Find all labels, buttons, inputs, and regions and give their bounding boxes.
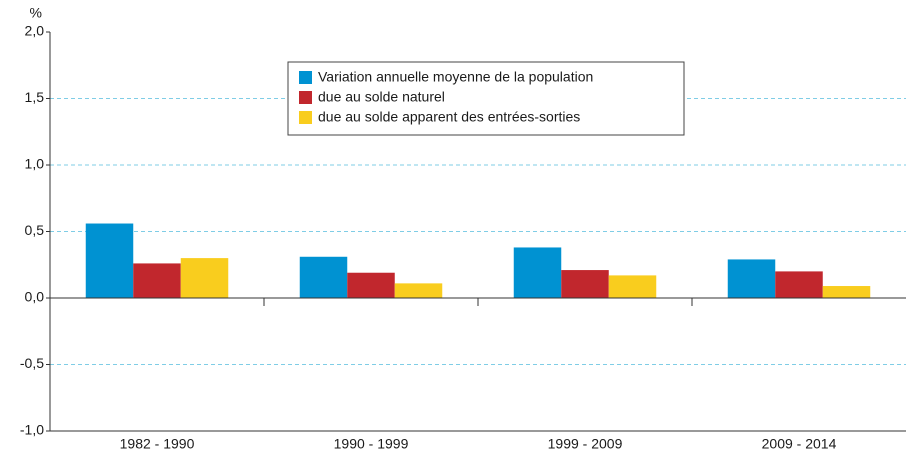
bar xyxy=(347,272,395,298)
legend-swatch xyxy=(299,91,312,104)
legend-swatch xyxy=(299,71,312,84)
bar xyxy=(513,247,562,298)
legend-label: due au solde apparent des entrées-sortie… xyxy=(318,109,580,125)
y-tick-label: 1,5 xyxy=(25,89,45,105)
y-tick-label: 0,0 xyxy=(25,289,45,305)
y-axis-unit: % xyxy=(30,5,42,21)
legend-label: Variation annuelle moyenne de la populat… xyxy=(318,69,593,85)
bar xyxy=(85,223,134,298)
y-tick-label: 2,0 xyxy=(25,23,45,39)
bar xyxy=(299,256,348,298)
bar xyxy=(775,271,823,298)
bar xyxy=(727,259,776,298)
y-tick-label: 0,5 xyxy=(25,222,45,238)
bar xyxy=(822,286,871,298)
legend-label: due au solde naturel xyxy=(318,89,445,105)
bar xyxy=(133,263,181,298)
x-tick-label: 2009 - 2014 xyxy=(762,436,837,452)
x-tick-label: 1982 - 1990 xyxy=(120,436,195,452)
y-tick-label: 1,0 xyxy=(25,156,45,172)
bar xyxy=(608,275,657,298)
legend-box xyxy=(287,61,685,136)
bar xyxy=(180,258,229,298)
y-tick-label: -0,5 xyxy=(20,355,44,371)
x-tick-label: 1999 - 2009 xyxy=(548,436,623,452)
bar xyxy=(561,270,609,298)
x-tick-label: 1990 - 1999 xyxy=(334,436,409,452)
legend-swatch xyxy=(299,111,312,124)
y-tick-label: -1,0 xyxy=(20,422,44,438)
bar xyxy=(394,283,443,298)
